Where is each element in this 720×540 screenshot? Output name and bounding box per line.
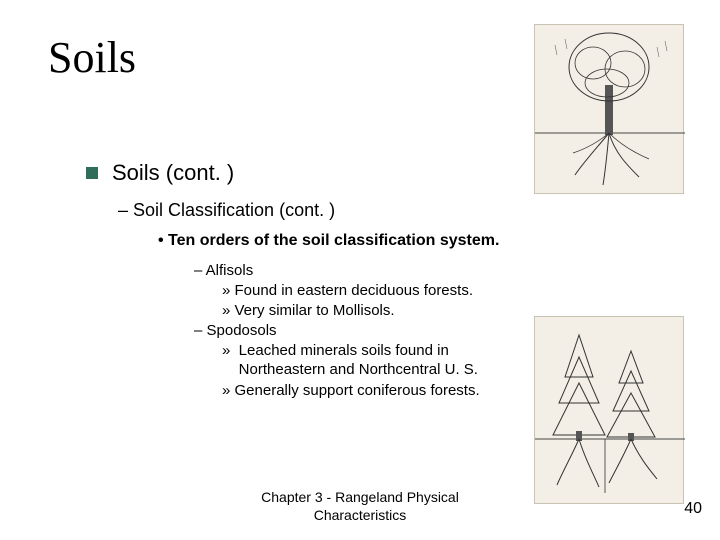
- bullet-level-3: • Ten orders of the soil classification …: [158, 232, 499, 250]
- square-bullet-icon: [86, 167, 98, 179]
- coniferous-tree-illustration: [534, 316, 684, 504]
- footer-line-2: Characteristics: [0, 506, 720, 524]
- footer-line-1: Chapter 3 - Rangeland Physical: [0, 488, 720, 506]
- deciduous-tree-illustration: [534, 24, 684, 194]
- bullet-level-1: Soils (cont. ): [86, 160, 234, 186]
- bullet-level-5-alfisols-2: » Very similar to Mollisols.: [222, 302, 395, 319]
- bullet-level-4-spodosols: – Spodosols: [194, 322, 277, 339]
- slide-title: Soils: [48, 32, 136, 83]
- bullet-level-2: – Soil Classification (cont. ): [118, 200, 335, 221]
- lvl1-text: Soils (cont. ): [112, 160, 234, 186]
- bullet-level-4-alfisols: – Alfisols: [194, 262, 253, 279]
- bullet-level-5-spodosols-2: » Generally support coniferous forests.: [222, 382, 480, 399]
- slide-footer: Chapter 3 - Rangeland Physical Character…: [0, 488, 720, 524]
- bullet-level-5-spodosols-1: » Leached minerals soils found in Northe…: [222, 342, 478, 380]
- bullet-level-5-alfisols-1: » Found in eastern deciduous forests.: [222, 282, 473, 299]
- page-number: 40: [684, 500, 702, 518]
